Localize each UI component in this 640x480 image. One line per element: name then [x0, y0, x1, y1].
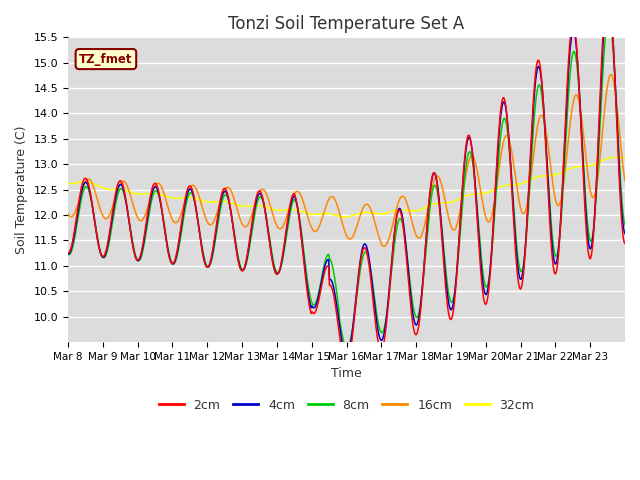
32cm [280, 207, 288, 213]
2cm [64, 250, 72, 256]
8cm [621, 222, 629, 228]
8cm [404, 266, 412, 272]
32cm [232, 202, 239, 207]
16cm [260, 187, 268, 192]
16cm [621, 178, 629, 184]
32cm [404, 208, 412, 214]
2cm [436, 209, 444, 215]
8cm [260, 200, 268, 205]
32cm [621, 155, 629, 160]
32cm [342, 214, 349, 220]
Text: TZ_fmet: TZ_fmet [79, 53, 132, 66]
16cm [64, 211, 72, 216]
Line: 2cm: 2cm [68, 0, 625, 365]
8cm [605, 15, 613, 21]
8cm [129, 243, 137, 249]
32cm [64, 181, 72, 187]
4cm [232, 243, 239, 249]
Line: 16cm: 16cm [68, 74, 625, 246]
4cm [342, 353, 350, 359]
Title: Tonzi Soil Temperature Set A: Tonzi Soil Temperature Set A [228, 15, 465, 33]
2cm [260, 198, 268, 204]
2cm [232, 244, 239, 250]
2cm [342, 362, 350, 368]
2cm [280, 240, 288, 245]
4cm [129, 245, 137, 251]
16cm [404, 205, 412, 211]
4cm [260, 199, 268, 205]
4cm [404, 271, 412, 277]
16cm [607, 72, 615, 77]
2cm [129, 246, 137, 252]
Y-axis label: Soil Temperature (C): Soil Temperature (C) [15, 125, 28, 254]
8cm [232, 240, 239, 245]
32cm [129, 190, 137, 196]
16cm [436, 176, 444, 182]
4cm [621, 231, 629, 237]
8cm [343, 345, 351, 351]
8cm [280, 246, 288, 252]
X-axis label: Time: Time [331, 367, 362, 380]
8cm [436, 206, 444, 212]
16cm [129, 203, 137, 209]
16cm [280, 220, 288, 226]
16cm [232, 202, 239, 208]
4cm [280, 242, 288, 248]
Line: 4cm: 4cm [68, 0, 625, 356]
Legend: 2cm, 4cm, 8cm, 16cm, 32cm: 2cm, 4cm, 8cm, 16cm, 32cm [154, 394, 540, 417]
32cm [260, 204, 268, 209]
32cm [614, 155, 622, 160]
Line: 32cm: 32cm [68, 157, 625, 217]
2cm [621, 240, 629, 246]
8cm [64, 252, 72, 257]
32cm [436, 200, 444, 206]
Line: 8cm: 8cm [68, 18, 625, 348]
2cm [404, 280, 412, 286]
16cm [380, 243, 388, 249]
4cm [436, 204, 444, 209]
4cm [64, 251, 72, 257]
